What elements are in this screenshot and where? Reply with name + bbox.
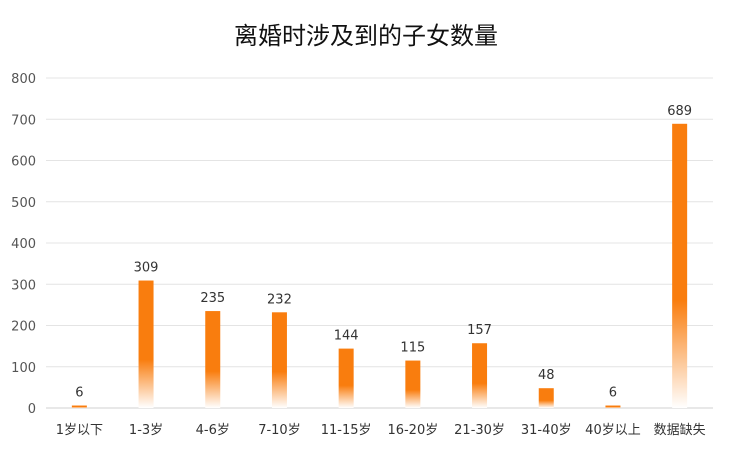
data-label: 144: [334, 329, 359, 344]
x-tick-label: 4-6岁: [196, 423, 230, 438]
data-label: 115: [400, 341, 425, 356]
x-tick-label: 1岁以下: [56, 423, 103, 438]
bar: [138, 280, 154, 408]
data-label: 48: [538, 368, 555, 383]
y-tick-label: 0: [28, 402, 36, 417]
x-tick-label: 7-10岁: [258, 423, 301, 438]
data-labels: 6 309 235 232 144 115 157 48 6 689: [75, 104, 692, 401]
bar: [538, 388, 554, 408]
data-label: 157: [467, 323, 492, 338]
y-tick-label: 100: [11, 361, 36, 376]
x-tick-label: 数据缺失: [654, 423, 706, 438]
data-label: 235: [200, 291, 225, 306]
data-label: 6: [75, 386, 83, 401]
gridlines: [46, 77, 713, 409]
x-tick-label: 16-20岁: [387, 423, 438, 438]
x-tick-label: 11-15岁: [321, 423, 372, 438]
bars: [71, 123, 688, 408]
data-label: 309: [134, 261, 159, 276]
bar: [472, 343, 488, 408]
chart-title: 离婚时涉及到的子女数量: [234, 22, 498, 50]
x-tick-label: 1-3岁: [129, 423, 163, 438]
bar: [672, 123, 688, 408]
bar: [605, 405, 621, 408]
y-tick-label: 300: [11, 278, 36, 293]
y-tick-label: 800: [11, 72, 36, 87]
data-label: 6: [609, 386, 617, 401]
x-axis-ticks: 1岁以下 1-3岁 4-6岁 7-10岁 11-15岁 16-20岁 21-30岁 31-40…: [56, 423, 706, 438]
bar: [405, 360, 421, 408]
bar: [271, 312, 287, 408]
bar: [71, 405, 87, 408]
x-tick-label: 21-30岁: [454, 423, 505, 438]
bar: [205, 311, 221, 408]
y-tick-label: 200: [11, 320, 36, 335]
bar: [338, 348, 354, 408]
y-tick-label: 500: [11, 196, 36, 211]
x-tick-label: 31-40岁: [521, 423, 572, 438]
data-label: 232: [267, 292, 292, 307]
y-tick-label: 600: [11, 155, 36, 170]
y-tick-label: 400: [11, 237, 36, 252]
x-tick-label: 40岁以上: [585, 423, 641, 438]
data-label: 689: [667, 104, 692, 119]
y-axis-ticks: 0 100 200 300 400 500 600 700 800: [11, 72, 36, 417]
y-tick-label: 700: [11, 113, 36, 128]
